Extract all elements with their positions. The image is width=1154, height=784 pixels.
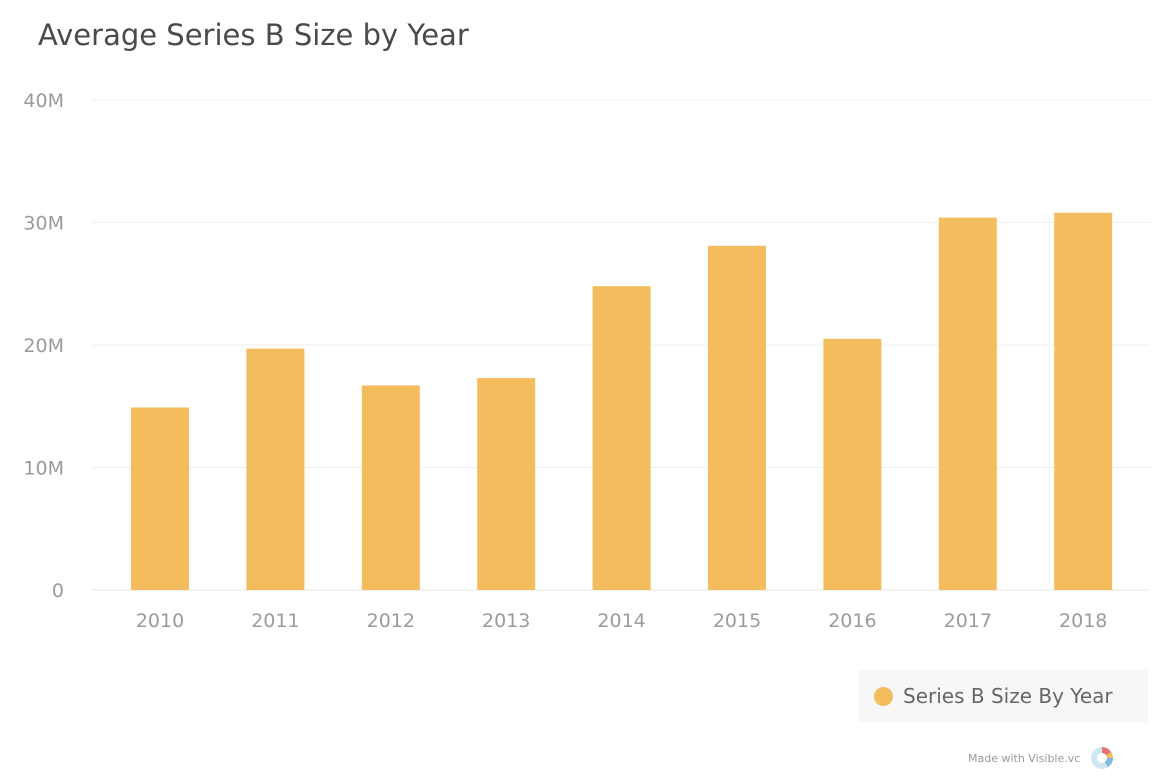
- bar: [708, 245, 766, 590]
- y-tick-label: 20M: [23, 335, 64, 357]
- y-tick-label: 40M: [23, 90, 64, 112]
- bar: [938, 217, 997, 590]
- x-tick-label: 2012: [367, 610, 415, 632]
- bar: [361, 385, 420, 590]
- visible-logo-icon: [1091, 747, 1114, 769]
- x-tick-label: 2013: [482, 610, 530, 632]
- x-tick-label: 2018: [1059, 610, 1107, 632]
- bar: [477, 378, 536, 590]
- y-axis-ticks: 0 10M 20M 30M 40M: [23, 90, 64, 602]
- legend-swatch: [874, 686, 893, 706]
- footer-text: Made with Visible.vc: [968, 751, 1081, 765]
- x-axis-ticks: 2010 2011 2012 2013 2014 2015 2016 2017 2018: [136, 610, 1108, 632]
- y-tick-label: 0: [52, 580, 64, 602]
- bar: [131, 407, 189, 590]
- y-tick-label: 30M: [23, 213, 64, 235]
- bar: [246, 348, 305, 590]
- y-tick-label: 10M: [23, 458, 64, 480]
- bars: [131, 212, 1113, 590]
- footer-credit[interactable]: Made with Visible.vc: [968, 744, 1116, 772]
- bar: [1054, 212, 1113, 590]
- x-tick-label: 2010: [136, 610, 184, 632]
- x-tick-label: 2014: [597, 610, 645, 632]
- x-tick-label: 2017: [944, 610, 992, 632]
- bar: [592, 286, 651, 590]
- x-tick-label: 2011: [251, 610, 299, 632]
- chart-title: Average Series B Size by Year: [38, 18, 469, 52]
- legend[interactable]: Series B Size By Year: [858, 670, 1148, 722]
- bar: [823, 338, 882, 590]
- x-tick-label: 2016: [828, 610, 876, 632]
- legend-label: Series B Size By Year: [903, 684, 1113, 708]
- x-tick-label: 2015: [713, 610, 761, 632]
